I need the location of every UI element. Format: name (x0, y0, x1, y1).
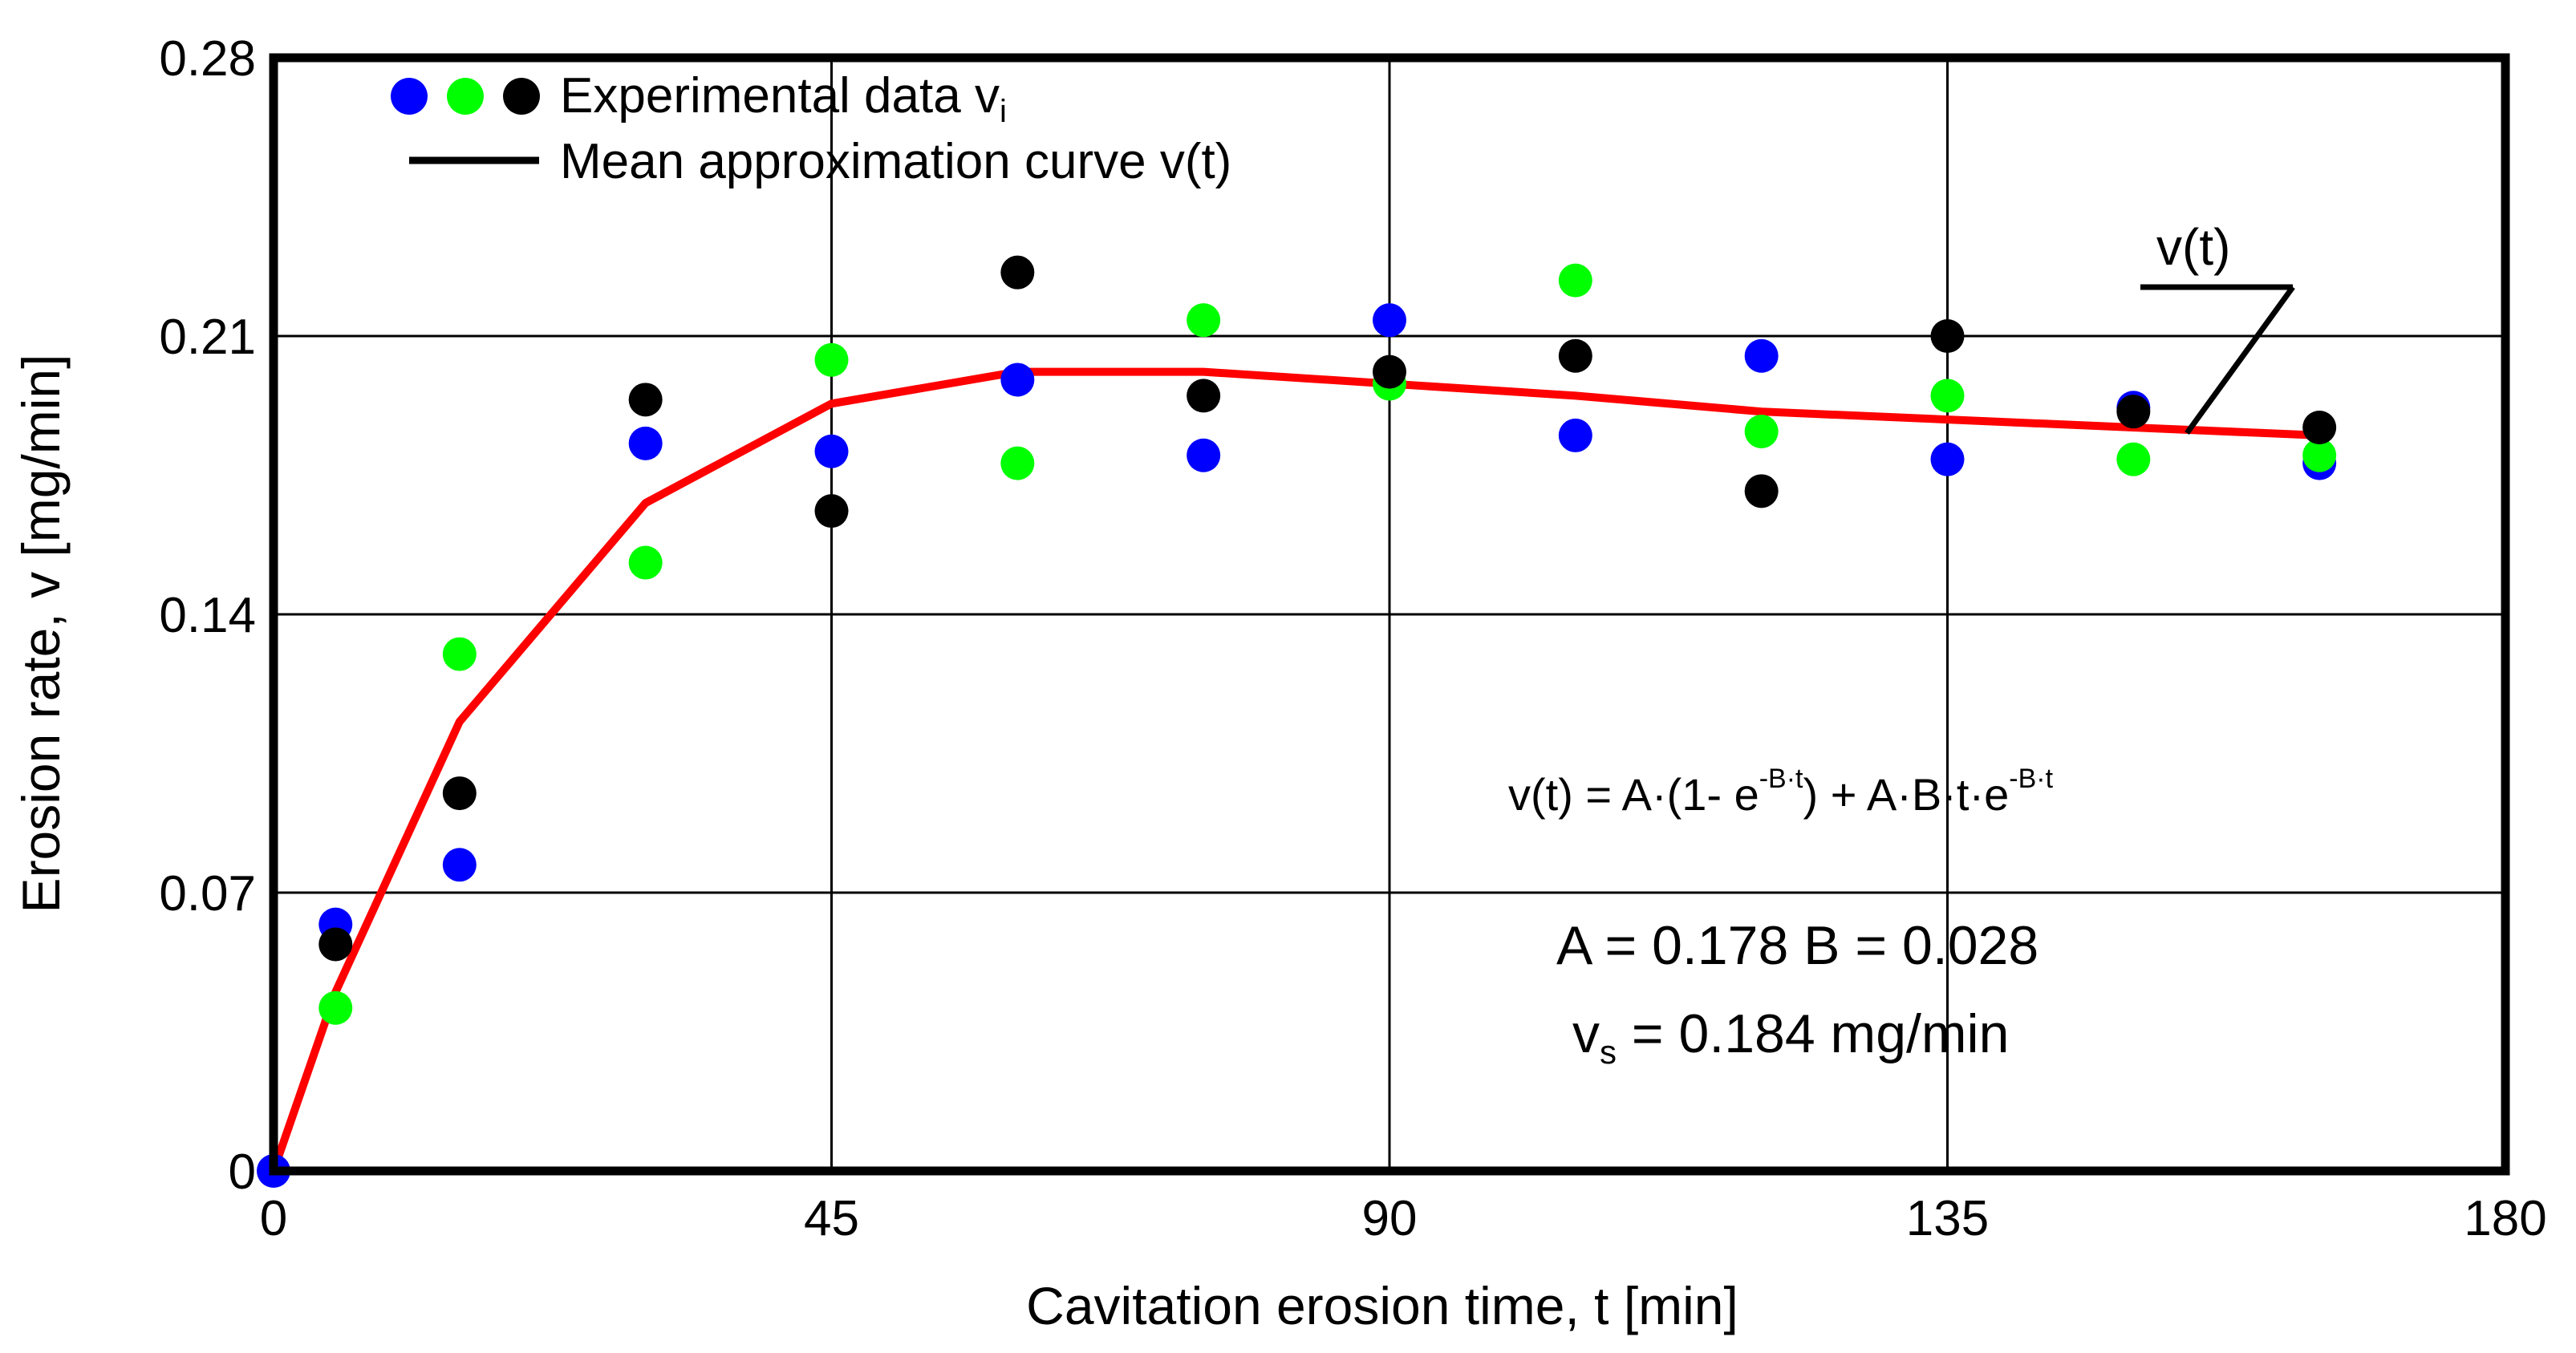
steady-state-rate: vs = 0.184 mg/min (1572, 1003, 2009, 1071)
steady-state-symbol: v (1572, 1003, 1600, 1064)
formula-exponent-2: -B·t (2009, 764, 2053, 794)
data-point-green (2116, 442, 2151, 476)
data-point-blue (628, 426, 663, 460)
x-axis-title: Cavitation erosion time, t [min] (1026, 1276, 1738, 1335)
data-point-blue (1000, 363, 1035, 397)
formula-mid: ) + A·B·t·e (1803, 769, 2010, 820)
data-point-blue (1187, 438, 1221, 472)
data-point-blue (1744, 338, 1779, 373)
data-point-green (1000, 446, 1035, 480)
data-point-blue (1373, 303, 1406, 338)
curve-label: v(t) (2156, 218, 2230, 276)
data-point-black (1000, 255, 1035, 290)
x-tick-label: 90 (1362, 1191, 1418, 1246)
legend-marker-black (503, 78, 540, 115)
legend-label-experimental-sub: i (1000, 94, 1007, 129)
y-axis-title: Erosion rate, v [mg/min] (11, 354, 71, 913)
data-point-black (628, 383, 663, 417)
plot-frame (269, 53, 2510, 1176)
data-point-black (2116, 395, 2151, 429)
legend: Experimental data vi Mean approximation … (391, 68, 1231, 189)
data-point-black (1744, 474, 1779, 508)
y-tick-label: 0.14 (159, 588, 256, 643)
data-point-green (1187, 303, 1221, 338)
experimental-data-points (257, 255, 2337, 1188)
legend-marker-blue (391, 78, 428, 115)
curve-label-callout: v(t) (2140, 218, 2295, 435)
y-tick-label: 0.28 (159, 31, 256, 87)
curve-label-leader (2185, 285, 2295, 435)
parameters: A = 0.178 B = 0.028 (1556, 915, 2038, 976)
x-tick-label: 135 (1906, 1191, 1989, 1246)
legend-label-experimental: Experimental data vi (560, 68, 1007, 129)
data-point-black (814, 494, 849, 529)
legend-marker-green (447, 78, 484, 115)
x-tick-label: 180 (2464, 1191, 2546, 1246)
formula-lhs: v(t) = A·(1- e (1508, 769, 1759, 820)
data-point-black (442, 776, 477, 811)
data-point-black (1373, 354, 1406, 389)
data-point-green (1744, 414, 1779, 448)
data-point-blue (442, 848, 477, 882)
tick-labels: 0 45 90 135 180 0 0.07 0.14 0.21 0.28 (159, 31, 2546, 1246)
x-tick-label: 45 (804, 1191, 859, 1246)
data-point-green (1930, 379, 1965, 413)
data-point-black (1187, 379, 1221, 413)
data-point-green (2302, 438, 2337, 472)
steady-state-value: = 0.184 mg/min (1617, 1003, 2009, 1064)
data-point-black (1558, 338, 1592, 373)
legend-label-experimental-main: Experimental data v (560, 68, 1000, 124)
data-point-green (442, 637, 477, 671)
steady-state-subscript: s (1600, 1033, 1617, 1071)
data-point-green (1558, 263, 1592, 298)
data-point-green (628, 545, 663, 580)
y-tick-label: 0 (229, 1144, 256, 1200)
data-point-blue (1930, 442, 1965, 476)
y-tick-label: 0.21 (159, 310, 256, 365)
data-point-green (318, 990, 353, 1025)
legend-label-curve: Mean approximation curve v(t) (560, 134, 1231, 189)
formula-exponent-1: -B·t (1759, 764, 1803, 794)
x-tick-label: 0 (260, 1191, 287, 1246)
data-point-green (814, 342, 849, 377)
data-point-black (1930, 319, 1965, 353)
data-point-blue (814, 434, 849, 468)
formula: v(t) = A·(1- e-B·t) + A·B·t·e-B·t (1508, 764, 2054, 820)
data-point-blue (1558, 418, 1592, 452)
data-point-black (2302, 411, 2337, 445)
data-point-black (318, 927, 353, 962)
y-tick-label: 0.07 (159, 866, 256, 922)
mean-approximation-curve (270, 367, 2324, 1175)
